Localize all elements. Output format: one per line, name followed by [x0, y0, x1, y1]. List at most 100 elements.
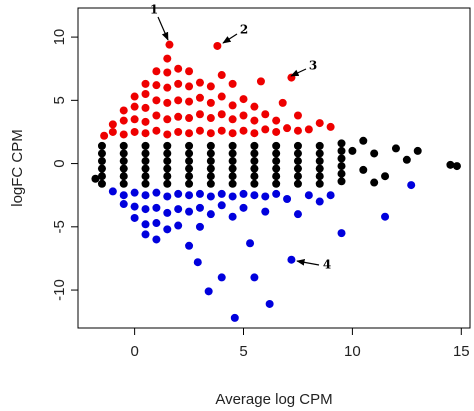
- point: [195, 222, 204, 231]
- point: [293, 210, 302, 219]
- point: [239, 189, 248, 198]
- point: [293, 141, 302, 150]
- point: [163, 98, 172, 107]
- point: [250, 179, 259, 188]
- point: [272, 149, 281, 158]
- point: [130, 92, 139, 101]
- y-tick-label: -5: [51, 220, 68, 233]
- point: [163, 149, 172, 158]
- point: [261, 192, 270, 201]
- point: [163, 141, 172, 150]
- point: [174, 205, 183, 214]
- point: [174, 189, 183, 198]
- point: [391, 144, 400, 153]
- point: [250, 172, 259, 181]
- point: [228, 141, 237, 150]
- point: [239, 203, 248, 212]
- point: [359, 136, 368, 145]
- point: [185, 129, 194, 138]
- point: [185, 82, 194, 91]
- point: [446, 160, 455, 169]
- point: [293, 126, 302, 135]
- point: [283, 124, 292, 133]
- point: [141, 220, 150, 229]
- point: [293, 111, 302, 120]
- point: [163, 208, 172, 217]
- x-tick-label: 5: [239, 343, 247, 360]
- point: [261, 207, 270, 216]
- point: [141, 90, 150, 99]
- point: [239, 126, 248, 135]
- x-axis-label: Average log CPM: [215, 391, 332, 408]
- point: [206, 157, 215, 166]
- point: [413, 146, 422, 155]
- point: [359, 165, 368, 174]
- point: [152, 67, 161, 76]
- point: [141, 164, 150, 173]
- arrow: [296, 259, 320, 266]
- plot-frame: [77, 7, 471, 329]
- point: [265, 299, 274, 308]
- point: [130, 213, 139, 222]
- point: [250, 116, 259, 125]
- point: [250, 191, 259, 200]
- point: [206, 210, 215, 219]
- point: [250, 164, 259, 173]
- point: [206, 98, 215, 107]
- point: [315, 157, 324, 166]
- points: [91, 40, 461, 322]
- point: [337, 162, 346, 171]
- point: [185, 114, 194, 123]
- point: [163, 68, 172, 77]
- point: [141, 230, 150, 239]
- point: [293, 172, 302, 181]
- point: [217, 71, 226, 80]
- point: [119, 200, 128, 209]
- point: [174, 64, 183, 73]
- point: [97, 157, 106, 166]
- point: [195, 203, 204, 212]
- point: [185, 164, 194, 173]
- point: [174, 79, 183, 88]
- point: [163, 115, 172, 124]
- point: [206, 172, 215, 181]
- point: [185, 149, 194, 158]
- point: [97, 164, 106, 173]
- point: [315, 141, 324, 150]
- point: [195, 189, 204, 198]
- x-tick-label: 15: [453, 343, 470, 360]
- point: [97, 149, 106, 158]
- point: [130, 202, 139, 211]
- point: [152, 111, 161, 120]
- point: [119, 106, 128, 115]
- point: [100, 131, 109, 140]
- point: [370, 149, 379, 158]
- point: [152, 188, 161, 197]
- point: [452, 162, 461, 171]
- point: [256, 77, 265, 86]
- point: [228, 149, 237, 158]
- point: [195, 110, 204, 119]
- point: [228, 172, 237, 181]
- point: [119, 149, 128, 158]
- point: [152, 203, 161, 212]
- y-tick-label: -10: [51, 279, 68, 301]
- arrow: [157, 16, 169, 41]
- point: [228, 164, 237, 173]
- point: [91, 174, 100, 183]
- point: [185, 67, 194, 76]
- point: [272, 127, 281, 136]
- point: [246, 239, 255, 248]
- point: [152, 126, 161, 135]
- point: [293, 157, 302, 166]
- point: [163, 83, 172, 92]
- point: [272, 172, 281, 181]
- y-tick-label: 0: [51, 159, 68, 167]
- point: [206, 192, 215, 201]
- arrow: [290, 68, 307, 77]
- point: [130, 102, 139, 111]
- point: [250, 273, 259, 282]
- point: [119, 141, 128, 150]
- point: [381, 212, 390, 221]
- point: [337, 177, 346, 186]
